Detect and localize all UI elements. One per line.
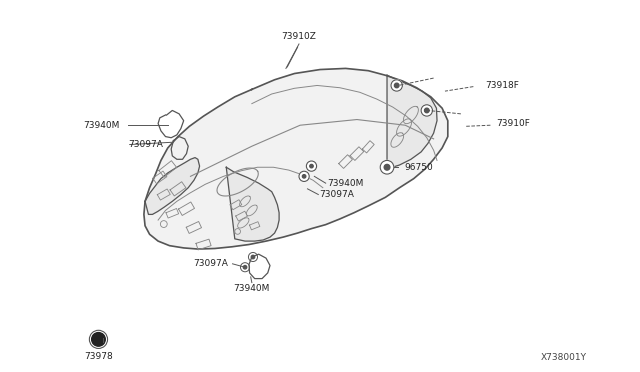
Circle shape <box>307 161 317 171</box>
Circle shape <box>391 80 403 91</box>
Text: 73978: 73978 <box>84 352 113 362</box>
Circle shape <box>380 160 394 174</box>
Circle shape <box>394 83 399 88</box>
Circle shape <box>252 255 255 259</box>
Circle shape <box>302 174 306 178</box>
Circle shape <box>384 164 390 170</box>
Text: 73910Z: 73910Z <box>282 32 316 41</box>
Text: 73097A: 73097A <box>193 259 228 268</box>
Circle shape <box>421 105 433 116</box>
Text: 73918F: 73918F <box>484 81 518 90</box>
Text: 73940M: 73940M <box>234 284 270 293</box>
Text: 73910F: 73910F <box>496 119 530 128</box>
Circle shape <box>92 333 106 346</box>
Circle shape <box>243 266 247 269</box>
Text: 96750: 96750 <box>404 163 433 172</box>
Text: 73940M: 73940M <box>84 121 120 130</box>
Circle shape <box>424 108 429 113</box>
Text: X738001Y: X738001Y <box>541 353 587 362</box>
Circle shape <box>299 171 309 182</box>
Polygon shape <box>144 68 448 249</box>
Text: 73097A: 73097A <box>319 190 354 199</box>
Polygon shape <box>387 75 437 169</box>
Polygon shape <box>227 167 279 241</box>
Text: 73097A: 73097A <box>128 140 163 149</box>
Circle shape <box>310 164 313 168</box>
Polygon shape <box>145 158 200 214</box>
Text: 73940M: 73940M <box>327 179 363 187</box>
Circle shape <box>92 333 106 346</box>
